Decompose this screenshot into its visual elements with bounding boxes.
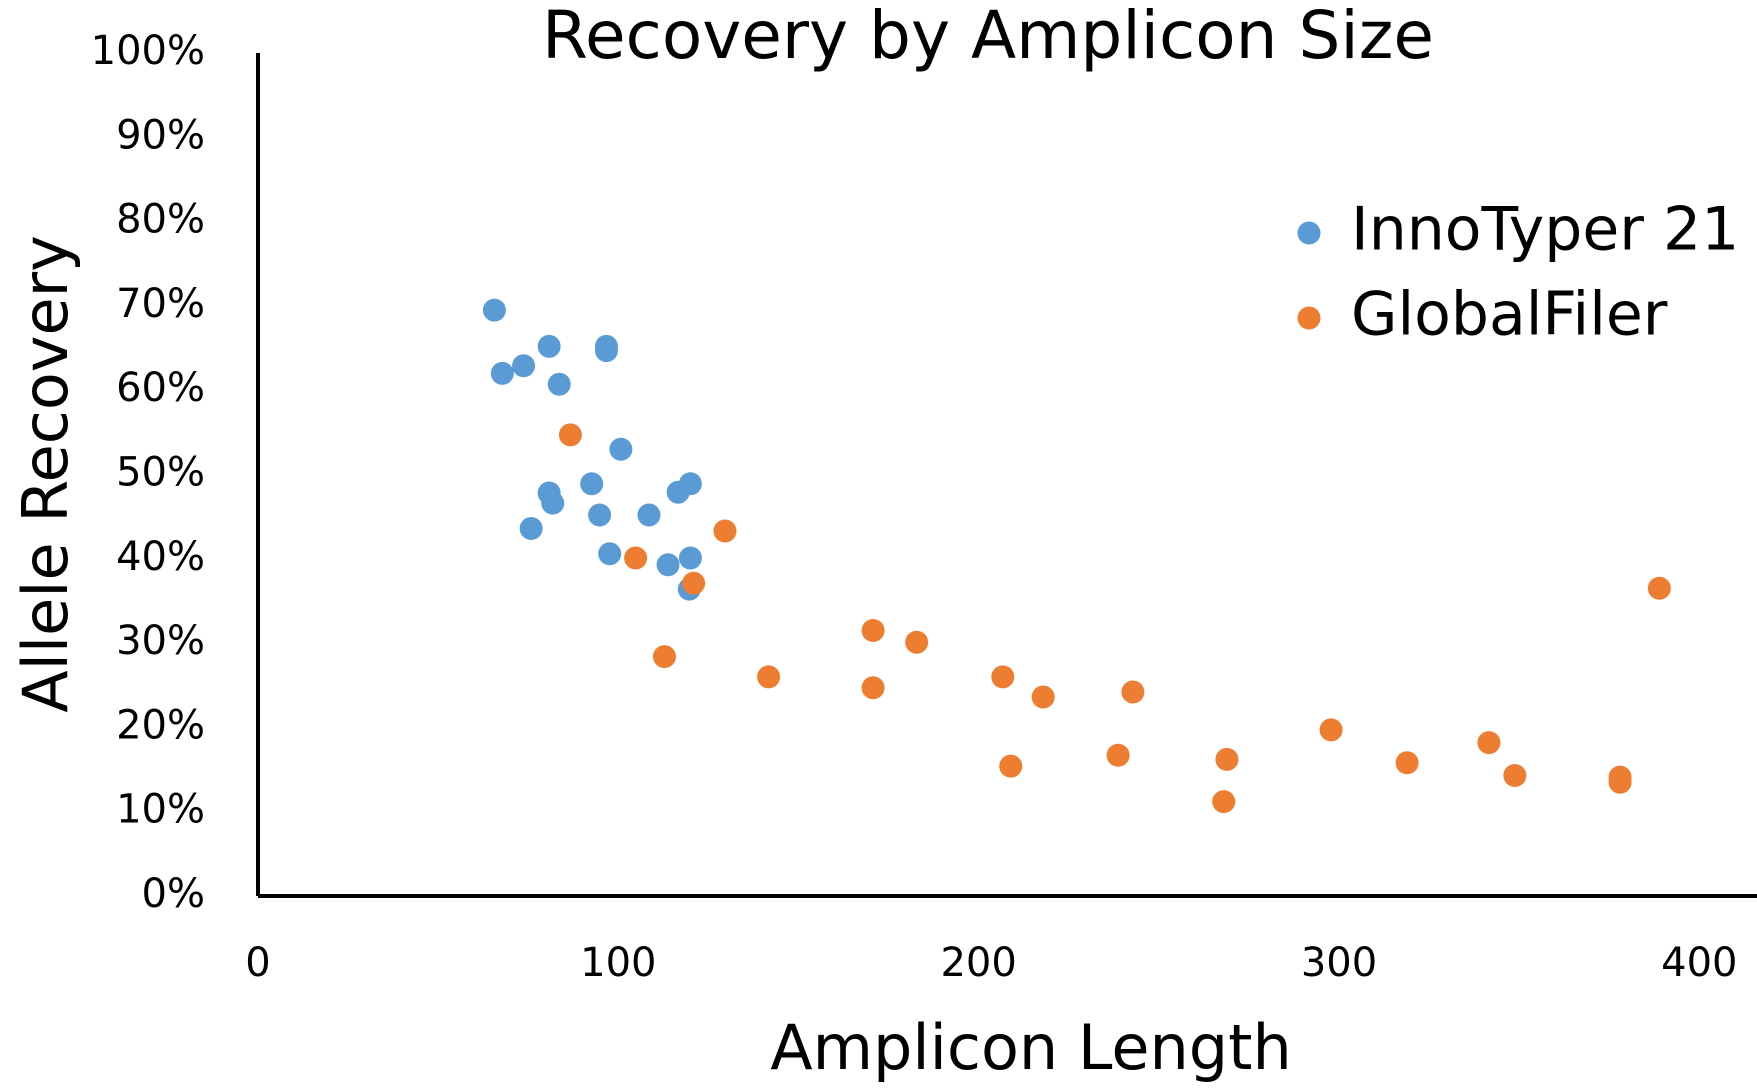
y-tick-label: 90%: [116, 112, 205, 158]
point: [541, 491, 565, 515]
point: [905, 630, 929, 654]
point: [656, 553, 680, 577]
point: [482, 298, 506, 322]
point: [588, 503, 612, 527]
x-tick-label: 0: [245, 940, 270, 986]
x-tick-label: 100: [580, 940, 656, 986]
point: [861, 676, 885, 700]
y-axis-label: Allele Recovery: [9, 235, 82, 713]
x-tick-label: 200: [940, 940, 1016, 986]
y-tick-label: 80%: [116, 197, 205, 243]
point: [512, 354, 536, 378]
point: [652, 645, 676, 669]
point: [1477, 731, 1501, 755]
x-axis-label: Amplicon Length: [770, 1011, 1292, 1084]
y-tick-label: 40%: [116, 534, 205, 580]
point: [637, 503, 661, 527]
y-tick-label: 60%: [116, 365, 205, 411]
point: [490, 361, 514, 385]
y-tick-label: 100%: [91, 28, 205, 74]
point: [558, 423, 582, 447]
point: [713, 519, 737, 543]
point: [547, 372, 571, 396]
legend-label: InnoTyper 21: [1351, 195, 1739, 265]
point: [1212, 790, 1236, 814]
point: [1608, 770, 1632, 794]
point: [594, 339, 618, 363]
x-tick-label: 400: [1661, 940, 1737, 986]
chart-title: Recovery by Amplicon Size: [542, 0, 1434, 74]
point: [861, 618, 885, 642]
point: [609, 437, 633, 461]
y-tick-label: 50%: [116, 450, 205, 496]
point: [999, 754, 1023, 778]
point: [678, 546, 702, 570]
point: [678, 472, 702, 496]
y-tick-label: 70%: [116, 281, 205, 327]
point: [1121, 680, 1145, 704]
point: [1031, 685, 1055, 709]
point: [519, 516, 543, 540]
point: [1106, 743, 1130, 767]
y-tick-label: 0%: [142, 871, 205, 917]
point: [580, 472, 604, 496]
x-tick-label: 300: [1301, 940, 1377, 986]
legend-marker: [1297, 221, 1321, 245]
y-tick-label: 20%: [116, 702, 205, 748]
point: [1647, 576, 1671, 600]
legend-marker: [1297, 306, 1321, 330]
point: [757, 665, 781, 689]
point: [682, 571, 706, 595]
point: [1395, 751, 1419, 775]
point: [537, 334, 561, 358]
point: [991, 665, 1015, 689]
point: [1215, 747, 1239, 771]
point: [624, 546, 648, 570]
point: [1319, 718, 1343, 742]
point: [598, 542, 622, 566]
y-tick-label: 30%: [116, 618, 205, 664]
y-tick-label: 10%: [116, 787, 205, 833]
legend-label: GlobalFiler: [1351, 280, 1668, 350]
point: [1503, 763, 1527, 787]
